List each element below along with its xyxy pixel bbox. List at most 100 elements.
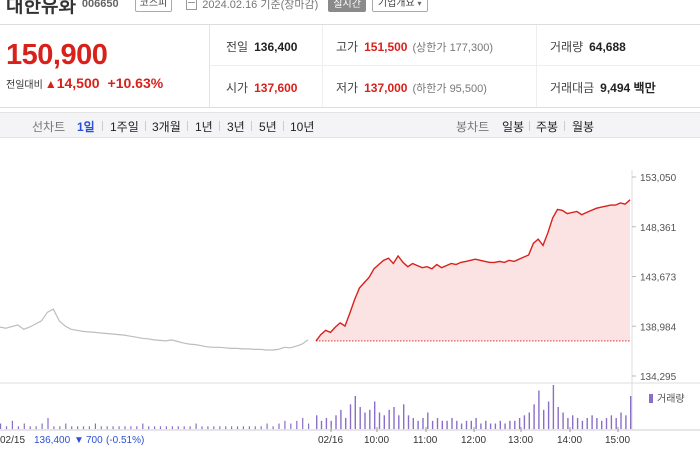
volume-bar — [586, 418, 588, 429]
stat-label: 전일 — [226, 40, 249, 54]
tab-period-5y[interactable]: 5년 — [259, 120, 277, 134]
volume-bar — [499, 420, 501, 430]
volume-bar — [475, 418, 477, 429]
volume-bar — [383, 415, 385, 430]
volume-bar — [460, 423, 463, 429]
date-text: 2024.02.16 기준(장마감) — [202, 0, 319, 11]
company-name[interactable]: 대한유화 — [6, 0, 76, 17]
stat-amount: 거래대금 9,494 백만 — [550, 79, 656, 96]
divider — [322, 25, 323, 107]
volume-bar — [345, 418, 347, 429]
divider — [283, 121, 284, 131]
volume-bar — [183, 426, 185, 430]
stat-volume: 거래량 64,688 — [550, 38, 626, 55]
stat-label: 거래량 — [550, 40, 584, 54]
tab-period-10y[interactable]: 10년 — [290, 120, 315, 134]
volume-bar — [278, 423, 280, 429]
y-tick-label: 153,050 — [640, 173, 677, 184]
volume-bar — [427, 412, 429, 429]
company-info-button[interactable]: 기업개요 ▾ — [371, 0, 428, 12]
stat-sub: (하한가 95,500) — [412, 83, 487, 95]
tab-period-3y[interactable]: 3년 — [227, 120, 245, 134]
chart-tabs: 선차트 1일 1주일 3개월 1년 3년 5년 10년 봉차트 일봉 주봉 월봉 — [0, 112, 700, 138]
volume-bar — [88, 426, 90, 430]
realtime-button[interactable]: 실시간 — [328, 0, 366, 12]
volume-bar — [316, 415, 318, 430]
volume-bar — [59, 426, 61, 430]
volume-bar — [148, 426, 150, 430]
volume-bar — [296, 420, 298, 430]
tab-line-chart[interactable]: 선차트 — [32, 120, 66, 134]
x-tick-label: 02/16 — [318, 435, 343, 446]
stat-label: 고가 — [336, 40, 359, 54]
volume-bar — [436, 418, 439, 429]
prev-day-label: 02/15 — [0, 435, 25, 446]
divider — [102, 121, 103, 131]
volume-bar — [100, 426, 102, 430]
tab-candle-daily[interactable]: 일봉 — [502, 120, 525, 134]
prev-day-info: 02/15 136,400 ▼ 700 (-0.51%) — [0, 435, 144, 446]
stat-value: 137,000 — [364, 81, 408, 95]
volume-bar — [159, 426, 162, 430]
volume-bar — [374, 401, 376, 429]
price-chart[interactable]: 153,050 148,361 143,673 138,984 134,295 02/1… — [0, 140, 700, 450]
tab-candle-monthly[interactable]: 월봉 — [572, 120, 595, 134]
tab-period-1d[interactable]: 1일 — [77, 120, 95, 134]
tab-candle-chart[interactable]: 봉차트 — [456, 120, 490, 134]
stat-label: 저가 — [336, 81, 359, 95]
x-tick-label: 13:00 — [508, 435, 533, 446]
tab-period-3m[interactable]: 3개월 — [152, 120, 181, 134]
change-percent: +10.63% — [107, 75, 164, 91]
volume-bar — [290, 423, 292, 429]
volume-bar — [403, 404, 405, 430]
x-tick-label: 15:00 — [605, 435, 630, 446]
volume-legend-swatch — [649, 394, 653, 403]
chart-grid — [0, 170, 700, 431]
volume-bar — [41, 423, 43, 429]
volume-bar — [195, 423, 197, 429]
volume-bar — [596, 418, 598, 429]
tab-candle-weekly[interactable]: 주봉 — [536, 120, 559, 134]
volume-bar — [23, 423, 25, 429]
x-tick-label: 10:00 — [364, 435, 389, 446]
volume-bar — [0, 423, 2, 429]
volume-bar — [47, 418, 49, 429]
volume-bar — [538, 390, 540, 429]
volume-bar — [231, 426, 233, 430]
volume-bar — [171, 426, 173, 430]
tab-period-1y[interactable]: 1년 — [195, 120, 213, 134]
volume-bar — [272, 426, 274, 430]
volume-bar — [71, 426, 73, 430]
x-tick-label: 14:00 — [557, 435, 582, 446]
volume-bar — [625, 415, 627, 430]
volume-bar — [242, 426, 244, 430]
tab-period-1w[interactable]: 1주일 — [110, 120, 139, 134]
volume-bar — [480, 423, 482, 429]
volume-bar — [407, 415, 410, 430]
volume-bar — [142, 423, 144, 429]
up-arrow-icon: ▲ — [44, 77, 57, 91]
x-tick-label: 12:00 — [461, 435, 486, 446]
volume-bar — [557, 407, 559, 429]
stat-value: 136,400 — [254, 40, 298, 54]
prev-day-change: 700 — [86, 435, 103, 446]
volume-bar — [576, 418, 579, 429]
volume-bar — [465, 420, 468, 430]
stats-row-2: 시가 137,600 저가 137,000 (하한가 95,500) 거래대금 9,49… — [210, 66, 700, 107]
volume-bar — [523, 415, 526, 430]
volume-bar — [29, 426, 31, 430]
volume-bar — [106, 426, 108, 430]
volume-bar — [441, 420, 443, 430]
volume-bar — [35, 426, 37, 430]
volume-bar — [207, 426, 209, 430]
price-change-row: 전일대비 ▲ 14,500 +10.63% — [6, 75, 163, 91]
volume-bar — [591, 415, 593, 430]
volume-bar — [393, 407, 395, 429]
volume-bar — [118, 426, 120, 430]
today-fill — [316, 199, 630, 341]
prev-day-line — [0, 308, 309, 351]
volume-bar — [369, 409, 371, 430]
volume-bar — [248, 426, 250, 430]
market-badge: 코스피 — [134, 0, 173, 12]
volume-bar — [547, 401, 550, 429]
